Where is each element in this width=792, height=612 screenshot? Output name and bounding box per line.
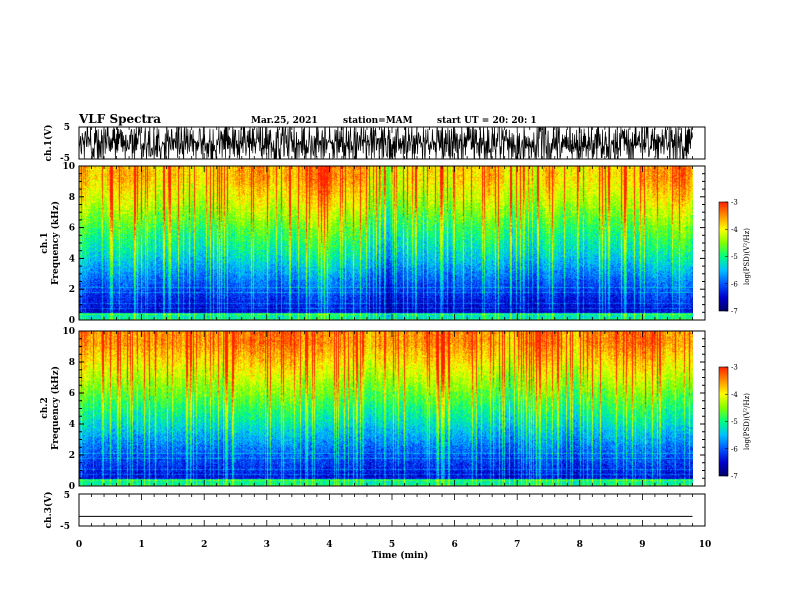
figure-title: VLF Spectra [78,112,161,126]
time-tick-marks [78,127,706,526]
freq-tick-label: 4 [69,420,75,430]
time-tick-label: 2 [201,540,207,550]
colorbar-tick-label: -3 [731,364,738,372]
colorbar-tick-label: -5 [731,253,738,261]
ch2-colorbar: -3 -4 -5 -6 -7 log(PSD)(V²/Hz) [718,364,751,481]
colorbar-tick-label: -4 [731,226,738,234]
time-tick-label: 3 [264,540,270,550]
ch1-waveform-line [79,127,693,159]
freq-tick-label: 6 [69,389,75,399]
freq-tick-label: 2 [69,285,75,295]
time-tick-label: 7 [514,540,520,550]
freq-tick-label: 4 [69,254,75,264]
colorbar-tick-label: -4 [731,391,738,399]
colorbar-tick-label: -7 [731,473,738,481]
colorbar-tick-label: -7 [731,308,738,316]
time-tick-label: 10 [699,540,712,550]
ch3-ytick-top: 5 [64,491,70,501]
station-label: station=MAM [343,116,413,126]
freq-tick-label: 10 [62,327,75,337]
freq-tick-label: 8 [69,358,75,368]
time-tick-label: 0 [76,540,82,550]
ch1-spectrogram-panel: 0 2 4 6 8 10 ch.1 Frequency (kHz) -3 -4 -5 -6 -7 l… [40,162,751,326]
ch1-waveform-panel: 5 -5 ch.1(V) [43,123,706,164]
time-tick-label: 6 [451,540,457,550]
freq-tick-label: 10 [62,162,75,172]
ch2-spectrogram-yticks: 0 2 4 6 8 10 [62,327,705,492]
time-tick-label: 1 [138,540,144,550]
colorbar-tick-label: -6 [731,280,738,288]
time-tick-label: 8 [577,540,583,550]
freq-tick-label: 2 [69,451,75,461]
freq-tick-label: 6 [69,224,75,234]
ch1-waveform-trace [79,127,693,159]
ch3-waveform-ylabel: ch.3(V) [43,492,54,529]
time-tick-label: 5 [389,540,395,550]
date-label: Mar.25, 2021 [251,116,318,126]
ch1-spectrogram-ylabel-channel: ch.1 [40,232,50,253]
ch1-waveform-ylabel: ch.1(V) [43,125,54,162]
ch1-spectrogram-image [79,166,693,320]
ch1-ytick-top: 5 [64,123,70,133]
colorbar-tick-label: -5 [731,418,738,426]
ch2-spectrogram-ylabel-channel: ch.2 [40,397,50,418]
freq-tick-label: 0 [69,482,75,492]
ch2-spectrogram-image [79,331,693,486]
time-tick-labels: 0 1 2 3 4 5 6 7 8 9 10 [76,540,711,550]
ch1-ytick-bottom: -5 [60,154,70,164]
start-time-label: start UT = 20: 20: 1 [437,116,537,126]
colorbar-label: log(PSD)(V²/Hz) [743,228,751,285]
ch3-ytick-bottom: -5 [60,522,70,532]
ch2-spectrogram-panel: 0 2 4 6 8 10 ch.2 Frequency (kHz) -3 -4 -5 -6 -7 l… [40,327,751,492]
colorbar-tick-label: -3 [731,199,738,207]
colorbar-tick-label: -6 [731,445,738,453]
freq-tick-label: 0 [69,316,75,326]
ch2-spectrogram-ylabel-frequency: Frequency (kHz) [50,366,61,450]
freq-tick-label: 8 [69,193,75,203]
ch1-spectrogram-yticks: 0 2 4 6 8 10 [62,162,705,326]
ch1-colorbar: -3 -4 -5 -6 -7 log(PSD)(V²/Hz) [718,199,751,316]
colorbar-label: log(PSD)(V²/Hz) [743,393,751,450]
x-axis-label: Time (min) [372,550,429,561]
ch1-spectrogram-ylabel-frequency: Frequency (kHz) [50,201,61,285]
ch3-waveform-panel: 5 -5 ch.3(V) [43,491,706,532]
time-tick-label: 9 [639,540,645,550]
time-tick-label: 4 [326,540,332,550]
